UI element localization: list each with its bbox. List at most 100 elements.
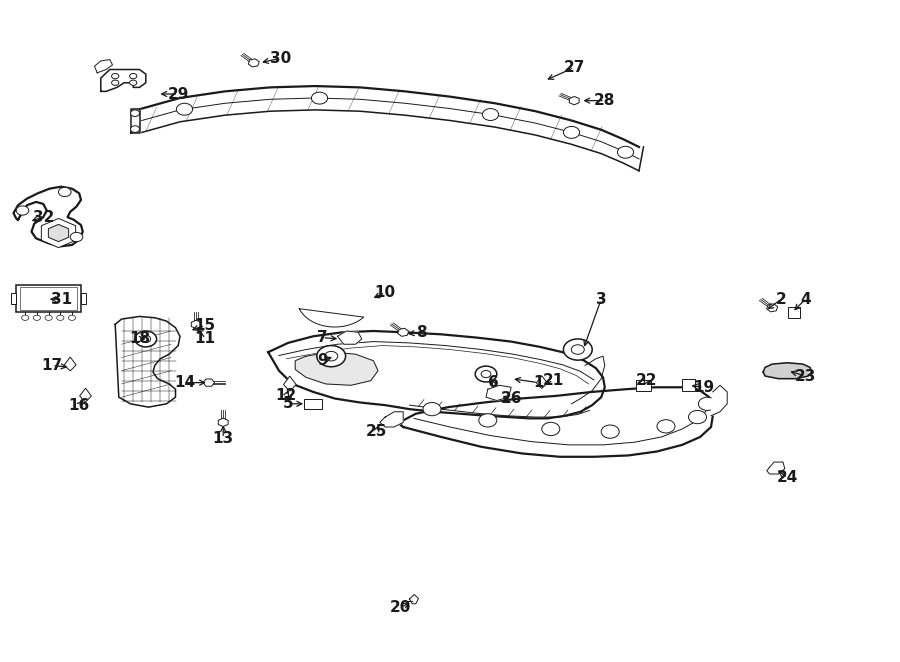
- Circle shape: [130, 73, 137, 79]
- Circle shape: [33, 315, 40, 320]
- Circle shape: [617, 146, 634, 158]
- Circle shape: [325, 352, 338, 361]
- Circle shape: [45, 315, 52, 320]
- Text: 24: 24: [777, 471, 798, 485]
- Bar: [304, 399, 322, 409]
- Polygon shape: [398, 328, 409, 336]
- Text: 31: 31: [50, 292, 72, 307]
- Circle shape: [70, 232, 83, 242]
- Text: 23: 23: [795, 369, 816, 383]
- Text: 22: 22: [635, 373, 657, 388]
- Bar: [788, 307, 800, 318]
- Circle shape: [475, 366, 497, 382]
- Text: 20: 20: [390, 600, 411, 615]
- Polygon shape: [115, 316, 180, 407]
- Text: 11: 11: [194, 332, 216, 346]
- Polygon shape: [295, 352, 378, 385]
- Polygon shape: [300, 306, 364, 327]
- Bar: [81, 293, 86, 304]
- Text: 14: 14: [174, 375, 195, 390]
- Circle shape: [135, 331, 157, 347]
- Polygon shape: [268, 331, 605, 418]
- Polygon shape: [79, 388, 92, 402]
- Text: 10: 10: [374, 285, 396, 300]
- Circle shape: [112, 73, 119, 79]
- Text: 3: 3: [596, 292, 607, 307]
- Polygon shape: [400, 387, 713, 457]
- Text: 13: 13: [212, 431, 234, 446]
- Circle shape: [572, 345, 584, 354]
- Circle shape: [112, 80, 119, 85]
- Text: 25: 25: [365, 424, 387, 439]
- Circle shape: [542, 422, 560, 436]
- Circle shape: [141, 336, 150, 342]
- Circle shape: [423, 402, 441, 416]
- Polygon shape: [763, 363, 812, 379]
- Polygon shape: [41, 218, 76, 248]
- Polygon shape: [767, 462, 785, 474]
- Text: 15: 15: [194, 318, 216, 333]
- Text: 21: 21: [543, 373, 564, 388]
- Polygon shape: [219, 418, 228, 426]
- Circle shape: [57, 315, 64, 320]
- Circle shape: [16, 206, 29, 215]
- Text: 19: 19: [693, 380, 715, 395]
- Text: 18: 18: [129, 332, 150, 346]
- Bar: [682, 379, 695, 391]
- Polygon shape: [140, 86, 639, 171]
- Circle shape: [563, 339, 592, 360]
- Circle shape: [130, 126, 140, 132]
- Circle shape: [68, 315, 76, 320]
- Polygon shape: [284, 376, 296, 391]
- Text: 28: 28: [594, 93, 616, 108]
- Text: 2: 2: [776, 292, 787, 307]
- FancyBboxPatch shape: [16, 285, 81, 312]
- Circle shape: [176, 103, 193, 115]
- Circle shape: [22, 315, 29, 320]
- Polygon shape: [203, 379, 214, 386]
- Circle shape: [601, 425, 619, 438]
- Text: 30: 30: [270, 51, 292, 66]
- Circle shape: [688, 410, 706, 424]
- FancyBboxPatch shape: [20, 287, 77, 310]
- Circle shape: [482, 109, 499, 120]
- Circle shape: [482, 371, 490, 377]
- Polygon shape: [101, 70, 146, 91]
- Circle shape: [58, 187, 71, 197]
- Polygon shape: [536, 376, 547, 389]
- Text: 8: 8: [416, 325, 427, 340]
- Polygon shape: [711, 385, 727, 416]
- Circle shape: [130, 80, 137, 85]
- Polygon shape: [14, 187, 83, 246]
- Polygon shape: [65, 357, 76, 371]
- Bar: [11, 293, 16, 304]
- Text: 4: 4: [800, 292, 811, 307]
- Text: 1: 1: [533, 375, 544, 390]
- Text: 6: 6: [488, 375, 499, 390]
- Text: 16: 16: [68, 398, 90, 412]
- Text: 12: 12: [275, 389, 297, 403]
- Text: 7: 7: [317, 330, 328, 345]
- Polygon shape: [94, 60, 112, 73]
- Polygon shape: [410, 594, 418, 604]
- Circle shape: [317, 346, 346, 367]
- Polygon shape: [486, 385, 511, 401]
- Text: 26: 26: [500, 391, 522, 406]
- Text: 5: 5: [283, 397, 293, 411]
- Circle shape: [698, 397, 716, 410]
- Polygon shape: [767, 304, 778, 312]
- Polygon shape: [248, 59, 259, 67]
- Polygon shape: [130, 109, 140, 133]
- Bar: [636, 380, 651, 391]
- Text: 27: 27: [563, 60, 585, 75]
- Polygon shape: [338, 331, 362, 344]
- Text: 29: 29: [167, 87, 189, 101]
- Text: 9: 9: [317, 354, 328, 368]
- Circle shape: [657, 420, 675, 433]
- Circle shape: [563, 126, 580, 138]
- Circle shape: [311, 92, 328, 104]
- Polygon shape: [570, 97, 579, 105]
- Text: 32: 32: [32, 210, 54, 224]
- Circle shape: [479, 414, 497, 427]
- Circle shape: [130, 110, 140, 117]
